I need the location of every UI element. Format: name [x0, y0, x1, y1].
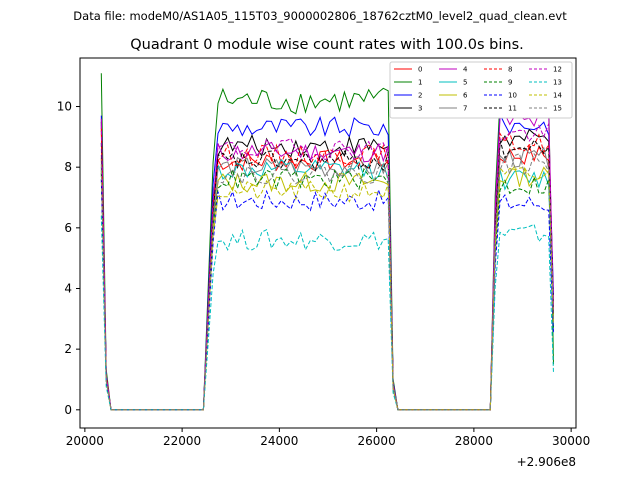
legend-label-5: 5 [463, 79, 467, 87]
legend-label-6: 6 [463, 92, 468, 100]
series-line-14 [100, 166, 554, 411]
x-tick-label: 26000 [358, 434, 396, 448]
legend-label-14: 14 [553, 92, 562, 100]
series-line-1 [100, 73, 554, 411]
legend-label-8: 8 [508, 66, 512, 74]
series-line-9 [100, 167, 554, 411]
series-line-5 [100, 158, 554, 411]
y-tick-label: 4 [64, 281, 72, 295]
series-line-12 [100, 123, 554, 411]
legend-box [389, 61, 573, 119]
legend-label-10: 10 [508, 92, 517, 100]
legend-label-0: 0 [418, 66, 422, 74]
legend-label-13: 13 [553, 79, 562, 87]
x-tick-label: 24000 [260, 434, 298, 448]
legend-label-12: 12 [553, 66, 562, 74]
series-line-11 [100, 139, 554, 411]
figure-suptitle: Data file: modeM0/AS1A05_115T03_90000028… [73, 9, 567, 23]
y-tick-label: 6 [64, 221, 72, 235]
legend-label-3: 3 [418, 105, 422, 113]
y-tick-label: 8 [64, 160, 72, 174]
y-tick-label: 2 [64, 342, 72, 356]
plot-frame [79, 57, 577, 429]
chart-title: Quadrant 0 module wise count rates with … [130, 37, 524, 53]
series-line-4 [100, 112, 554, 411]
series-line-8 [100, 127, 554, 411]
x-axis: 20000 22000 24000 26000 28000 30000 [66, 428, 590, 448]
series-line-10 [100, 179, 554, 411]
legend-label-4: 4 [463, 66, 468, 74]
x-tick-label: 22000 [163, 434, 201, 448]
x-tick-label: 20000 [66, 434, 104, 448]
legend-label-1: 1 [418, 79, 422, 87]
legend-label-11: 11 [508, 105, 517, 113]
legend-label-7: 7 [463, 105, 467, 113]
y-tick-label: 10 [57, 100, 72, 114]
series-line-13 [100, 215, 554, 411]
y-axis: 0 2 4 6 8 10 [57, 100, 80, 417]
series-layer [100, 73, 554, 411]
legend-label-15: 15 [553, 105, 562, 113]
series-line-6 [100, 158, 554, 411]
legend-label-2: 2 [418, 92, 422, 100]
y-tick-label: 0 [64, 403, 72, 417]
x-tick-label: 30000 [552, 434, 590, 448]
legend-label-9: 9 [508, 79, 512, 87]
x-offset-label: +2.906e8 [517, 455, 576, 469]
x-tick-label: 28000 [455, 434, 493, 448]
series-line-3 [100, 121, 554, 411]
